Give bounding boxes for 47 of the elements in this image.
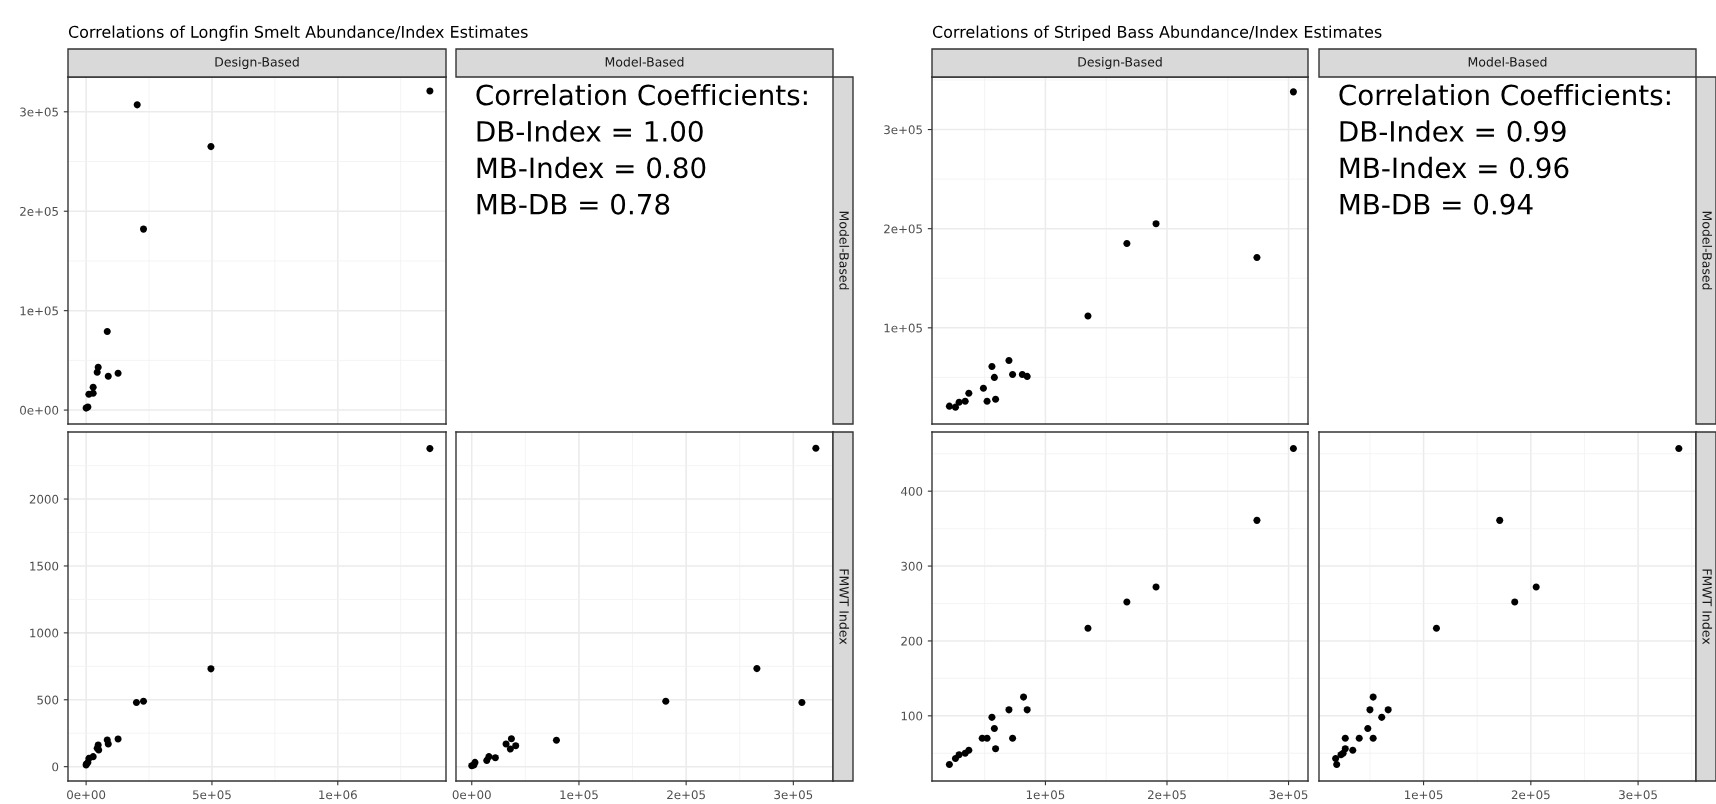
y-tick-label: 1000 bbox=[30, 628, 59, 638]
x-tick-label: 2e+05 bbox=[1148, 790, 1186, 800]
y-tick-label: 300 bbox=[901, 561, 923, 571]
x-tick-label: 1e+05 bbox=[1405, 790, 1443, 800]
y-tick-label: 100 bbox=[901, 711, 923, 721]
y-tick-label: 2e+05 bbox=[20, 206, 58, 216]
text: Model-Based bbox=[1702, 211, 1713, 290]
x-tick-label: 1e+05 bbox=[560, 790, 598, 800]
y-tick-label: 1500 bbox=[30, 561, 59, 571]
x-tick-label: 0e+00 bbox=[452, 790, 491, 800]
y-tick-label: 2e+05 bbox=[884, 224, 922, 234]
text: DB-Index = 0.99 bbox=[1340, 120, 1566, 142]
y-tick-label: 400 bbox=[901, 486, 923, 496]
x-tick-label: 2e+05 bbox=[1511, 790, 1550, 800]
x-tick-label: 5e+05 bbox=[193, 790, 231, 800]
x-tick-label: 1e+05 bbox=[1026, 790, 1065, 800]
x-tick-label: 3e+05 bbox=[1619, 790, 1657, 800]
y-tick-label: 2000 bbox=[29, 494, 59, 504]
text: MB-DB = 0.78 bbox=[477, 193, 670, 215]
chart-title: Correlations of Longfin Smelt Abundance/Index Estimates bbox=[68, 25, 528, 41]
text: Model-Based bbox=[839, 211, 850, 290]
x-tick-label: 2e+05 bbox=[667, 790, 705, 800]
text: DB-Index = 1.00 bbox=[477, 120, 703, 142]
x-tick-label: 3e+05 bbox=[1269, 790, 1308, 800]
text: MB-DB = 0.94 bbox=[1340, 193, 1533, 215]
x-tick-label: 3e+05 bbox=[774, 790, 813, 800]
y-tick-label: 0e+00 bbox=[20, 405, 59, 415]
y-tick-label: 1e+05 bbox=[20, 306, 58, 316]
y-tick-label: 200 bbox=[901, 636, 923, 646]
chart-subtitle: Design-Based bbox=[1078, 56, 1162, 70]
x-tick-label: 0e+00 bbox=[67, 790, 106, 800]
y-tick-label: 0 bbox=[52, 762, 59, 772]
chart-title: Correlations of Striped Bass Abundance/Index Estimates bbox=[932, 25, 1382, 41]
text: MB-Index = 0.96 bbox=[1340, 156, 1569, 179]
y-tick-label: 3e+05 bbox=[884, 125, 922, 135]
x-tick-label: 1e+06 bbox=[319, 790, 357, 800]
text: MB-Index = 0.80 bbox=[477, 156, 706, 179]
y-tick-label: 1e+05 bbox=[884, 323, 922, 333]
text: Model-Based bbox=[1468, 56, 1547, 67]
text: Correlation Coefficients: bbox=[1339, 83, 1670, 106]
text: Correlation Coefficients: bbox=[476, 83, 807, 106]
y2-axis-title: FMWT Index bbox=[1702, 569, 1713, 645]
text: Model-Based bbox=[605, 56, 684, 67]
y-tick-label: 500 bbox=[37, 695, 59, 705]
chart-subtitle: Design-Based bbox=[215, 56, 299, 70]
y-tick-label: 3e+05 bbox=[20, 107, 58, 117]
y2-axis-title: FMWT Index bbox=[839, 569, 850, 645]
